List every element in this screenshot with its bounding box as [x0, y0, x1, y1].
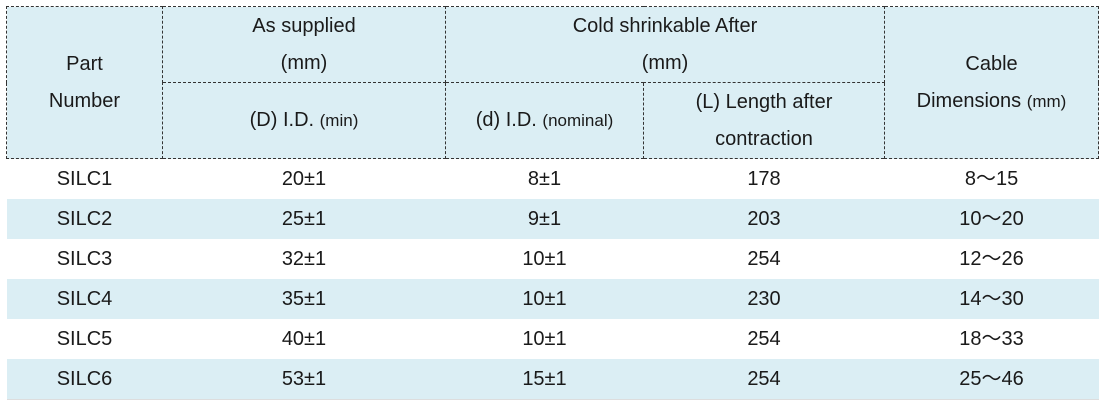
header-id-nominal-note: (nominal): [542, 111, 614, 130]
header-length-after: (L) Length after contraction: [642, 82, 886, 159]
header-cold-shrinkable-line1: Cold shrinkable After: [572, 14, 758, 37]
cell-d-nominal: 10±1: [445, 319, 644, 359]
header-part-number-line2: Number: [48, 89, 121, 112]
cell-d-nominal: 10±1: [445, 279, 644, 319]
header-id-nominal-label: (d) I.D.: [475, 109, 537, 131]
table-row: SILC2 25±1 9±1 203 10～20: [6, 199, 1099, 239]
cell-d-min: 25±1: [162, 199, 446, 239]
header-cold-shrinkable: Cold shrinkable After (mm): [444, 6, 886, 83]
table-row: SILC5 40±1 10±1 254 18～33: [6, 319, 1099, 359]
header-cable-dimensions-label: Dimensions: [916, 89, 1022, 112]
header-id-nominal: (d) I.D. (nominal): [445, 82, 644, 159]
header-length-line2: contraction: [715, 127, 813, 150]
cell-d-nominal: 10±1: [445, 239, 644, 279]
cell-d-min: 40±1: [162, 319, 446, 359]
cell-length: 203: [643, 199, 885, 239]
header-cable-unit: (mm): [1026, 91, 1067, 111]
cell-d-min: 53±1: [162, 359, 446, 400]
cell-part: SILC4: [6, 279, 163, 319]
cell-d-nominal: 9±1: [445, 199, 644, 239]
header-id-min: (D) I.D. (min): [162, 82, 446, 159]
cell-part: SILC2: [6, 199, 163, 239]
header-cable-line2: Dimensions (mm): [885, 83, 1098, 120]
header-part-number: Part Number: [6, 6, 163, 159]
cell-part: SILC6: [6, 359, 163, 400]
cell-cable: 25～46: [884, 359, 1099, 400]
header-as-supplied-line2: (mm): [280, 51, 328, 74]
header-cable-dimensions: Cable Dimensions (mm): [884, 6, 1100, 159]
header-as-supplied-line1: As supplied: [252, 14, 356, 37]
cell-part: SILC3: [6, 239, 163, 279]
cell-cable: 14～30: [884, 279, 1099, 319]
header-length-line1: (L) Length after: [695, 90, 833, 113]
cell-d-min: 20±1: [162, 158, 446, 199]
spec-table: Part Number As supplied (mm) Cold shrink…: [6, 6, 1100, 400]
table-body: SILC1 20±1 8±1 178 8～15 SILC2 25±1 9±1 2…: [6, 158, 1099, 400]
cell-cable: 8～15: [884, 158, 1099, 199]
cell-length: 254: [643, 239, 885, 279]
cell-cable: 18～33: [884, 319, 1099, 359]
header-cold-shrinkable-line2: (mm): [641, 51, 689, 74]
table-header: Part Number As supplied (mm) Cold shrink…: [6, 6, 1100, 159]
cell-length: 230: [643, 279, 885, 319]
cell-cable: 12～26: [884, 239, 1099, 279]
cell-d-min: 32±1: [162, 239, 446, 279]
table-row: SILC1 20±1 8±1 178 8～15: [6, 158, 1099, 199]
cell-d-min: 35±1: [162, 279, 446, 319]
header-id-min-note: (min): [319, 111, 359, 130]
header-as-supplied: As supplied (mm): [162, 6, 446, 83]
table-row: SILC6 53±1 15±1 254 25～46: [6, 359, 1099, 400]
cell-length: 254: [643, 359, 885, 400]
cell-length: 178: [643, 158, 885, 199]
header-part-number-line1: Part: [66, 52, 103, 75]
cell-part: SILC5: [6, 319, 163, 359]
cell-cable: 10～20: [884, 199, 1099, 239]
table-row: SILC4 35±1 10±1 230 14～30: [6, 279, 1099, 319]
table-row: SILC3 32±1 10±1 254 12～26: [6, 239, 1099, 279]
cell-length: 254: [643, 319, 885, 359]
cell-d-nominal: 15±1: [445, 359, 644, 400]
header-id-min-label: (D) I.D.: [249, 109, 315, 131]
cell-d-nominal: 8±1: [445, 158, 644, 199]
cell-part: SILC1: [6, 158, 163, 199]
header-cable-line1: Cable: [965, 52, 1018, 75]
